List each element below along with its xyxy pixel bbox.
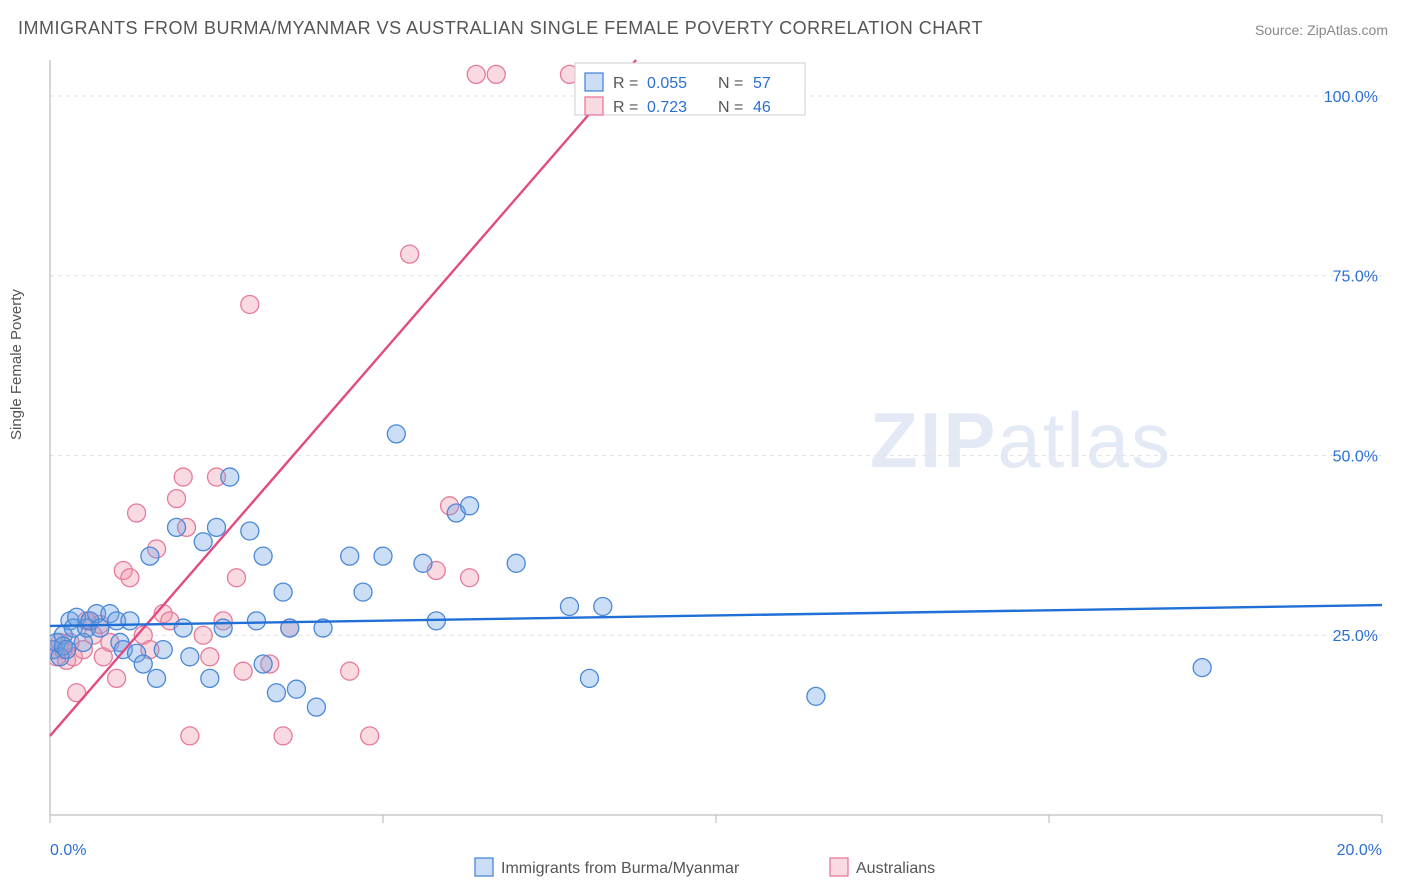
svg-text:57: 57 (753, 75, 771, 92)
svg-text:75.0%: 75.0% (1333, 269, 1378, 286)
svg-text:0.0%: 0.0% (50, 842, 86, 859)
svg-text:46: 46 (753, 99, 771, 116)
svg-text:50.0%: 50.0% (1333, 448, 1378, 465)
svg-text:N =: N = (718, 99, 743, 116)
svg-text:Immigrants from Burma/Myanmar: Immigrants from Burma/Myanmar (501, 860, 740, 877)
scatter-chart: 25.0% 50.0% 75.0% 100.0% 0.0% 20.0% R = 0.055 N… (0, 0, 1406, 892)
svg-text:0.723: 0.723 (647, 99, 687, 116)
svg-text:Australians: Australians (856, 860, 935, 877)
svg-text:100.0%: 100.0% (1324, 89, 1378, 106)
svg-text:20.0%: 20.0% (1337, 842, 1382, 859)
svg-text:25.0%: 25.0% (1333, 628, 1378, 645)
svg-text:N =: N = (718, 75, 743, 92)
svg-text:R =: R = (613, 99, 638, 116)
svg-text:0.055: 0.055 (647, 75, 687, 92)
chart-container: 25.0% 50.0% 75.0% 100.0% 0.0% 20.0% R = 0.055 N… (0, 0, 1406, 892)
svg-text:R =: R = (613, 75, 638, 92)
